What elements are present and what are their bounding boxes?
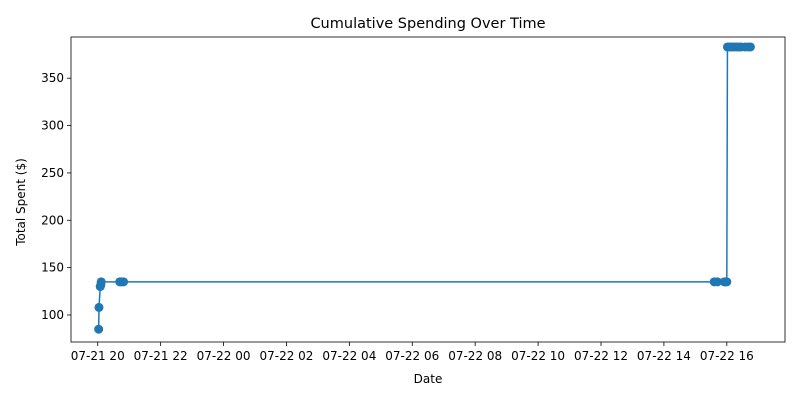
x-tick-label: 07-21 20	[71, 349, 125, 363]
x-tick-label: 07-22 02	[259, 349, 313, 363]
series-line	[97, 46, 751, 330]
x-axis: 07-21 20 07-21 22 07-22 00 07-22 02 07-22 04…	[71, 342, 754, 363]
x-tick-label: 07-22 10	[511, 349, 565, 363]
y-axis-label: Total Spent ($)	[14, 158, 28, 247]
plot-frame	[70, 36, 786, 343]
y-tick-label: 150	[41, 261, 64, 275]
data-point	[119, 277, 129, 287]
x-tick-label: 07-22 16	[700, 349, 754, 363]
y-tick-label: 100	[41, 308, 64, 322]
data-point	[722, 277, 732, 287]
x-tick-label: 07-22 08	[448, 349, 502, 363]
x-tick-label: 07-22 04	[322, 349, 376, 363]
y-tick-label: 250	[41, 166, 64, 180]
x-tick-label: 07-22 00	[197, 349, 251, 363]
chart-title: Cumulative Spending Over Time	[310, 16, 545, 32]
plot-area	[94, 42, 755, 334]
data-point	[712, 277, 722, 287]
y-tick-label: 200	[41, 213, 64, 227]
data-point	[745, 42, 755, 52]
y-tick-label: 350	[41, 71, 64, 85]
y-tick-label: 300	[41, 119, 64, 133]
data-point	[96, 277, 106, 287]
x-tick-label: 07-22 14	[637, 349, 691, 363]
data-point	[94, 324, 104, 334]
y-axis: 100 150 200 250 300 350	[41, 71, 71, 322]
data-point	[94, 302, 104, 312]
x-tick-label: 07-21 22	[134, 349, 188, 363]
x-tick-label: 07-22 12	[574, 349, 628, 363]
x-tick-label: 07-22 06	[385, 349, 439, 363]
x-axis-label: Date	[414, 372, 443, 386]
